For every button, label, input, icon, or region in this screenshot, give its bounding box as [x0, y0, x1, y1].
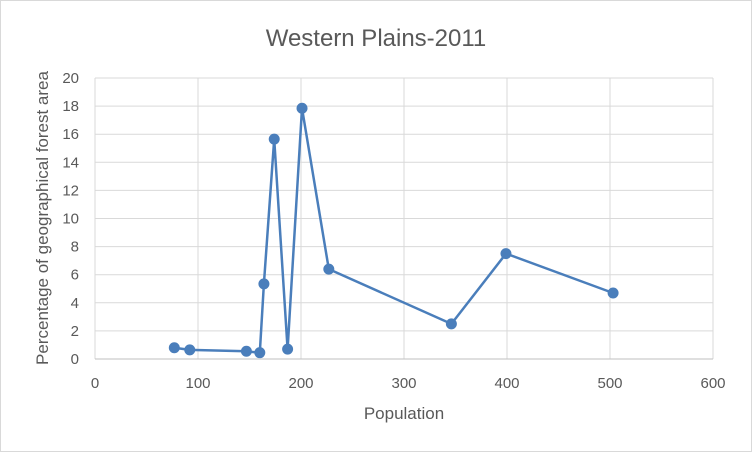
y-tick-label: 10: [62, 211, 79, 228]
y-tick-label: 2: [71, 323, 79, 340]
y-tick-label: 18: [62, 98, 79, 115]
data-point: [254, 347, 266, 359]
x-tick-label: 300: [391, 375, 416, 392]
x-axis-tick-labels: 0 100 200 300 400 500 600: [91, 375, 726, 392]
y-tick-label: 12: [62, 182, 79, 199]
data-point: [607, 287, 619, 299]
data-point: [445, 318, 457, 330]
y-tick-label: 6: [71, 267, 79, 284]
x-tick-label: 400: [494, 375, 519, 392]
data-point: [240, 345, 252, 357]
data-point: [323, 263, 335, 275]
y-tick-label: 4: [71, 295, 79, 312]
x-tick-label: 0: [91, 375, 99, 392]
y-tick-label: 16: [62, 126, 79, 143]
x-tick-label: 600: [700, 375, 725, 392]
x-tick-label: 200: [288, 375, 313, 392]
data-point: [296, 102, 308, 114]
y-tick-label: 0: [71, 351, 79, 368]
x-tick-label: 100: [185, 375, 210, 392]
series-line: [174, 106, 614, 354]
chart-title: Western Plains-2011: [266, 25, 487, 52]
x-tick-label: 500: [597, 375, 622, 392]
data-point: [168, 342, 180, 354]
x-axis-title: Population: [364, 404, 444, 423]
y-tick-label: 20: [62, 70, 79, 87]
gridlines: [94, 77, 714, 359]
data-point: [258, 278, 270, 290]
y-tick-label: 14: [62, 154, 79, 171]
data-point: [282, 343, 294, 355]
data-point: [500, 248, 512, 260]
y-axis-tick-labels: 0 2 4 6 8 10 12 14 16 18 20: [62, 70, 79, 368]
series-layer: [168, 102, 619, 359]
data-point: [184, 344, 196, 356]
y-axis-title: Percentage of geographical forest area: [33, 71, 52, 365]
y-tick-label: 8: [71, 239, 79, 256]
data-point: [268, 133, 280, 145]
